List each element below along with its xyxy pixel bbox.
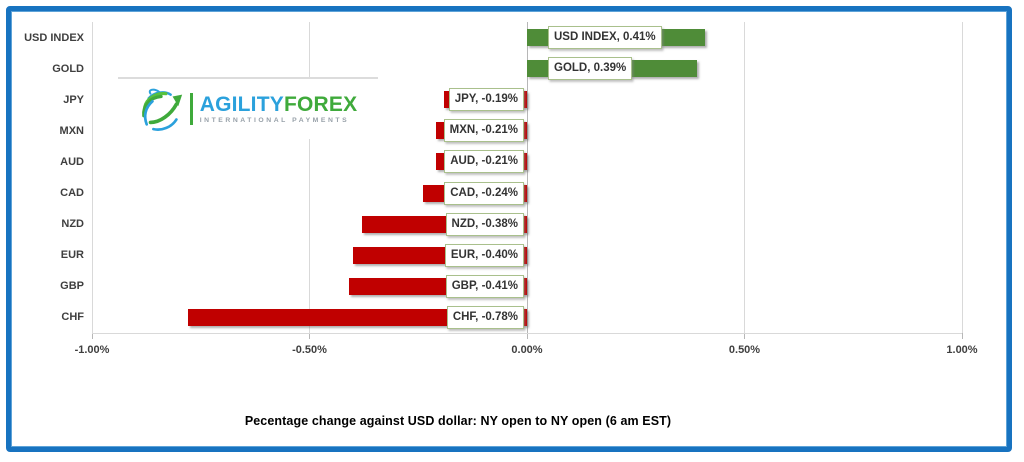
agilityforex-logo: AGILITYFOREX INTERNATIONAL PAYMENTS [118, 77, 378, 139]
axis-tick-mark [309, 333, 310, 339]
chart-border-frame [6, 6, 1012, 452]
category-label: MXN [59, 124, 84, 137]
logo-text: AGILITYFOREX INTERNATIONAL PAYMENTS [200, 94, 358, 124]
axis-tick-mark [961, 333, 963, 339]
category-label: CAD [60, 187, 84, 200]
data-label-gbp: GBP, -0.41% [445, 274, 524, 298]
data-label-mxn: MXN, -0.21% [443, 119, 524, 143]
logo-word-forex: FOREX [283, 93, 358, 116]
axis-tick-mark [91, 333, 93, 339]
category-label: CHF [61, 311, 84, 324]
vertical-gridline [309, 22, 310, 333]
vertical-gridline [744, 22, 745, 333]
data-label-aud: AUD, -0.21% [444, 150, 524, 174]
data-label-gold: GOLD, 0.39% [548, 57, 633, 81]
x-tick-label: 1.00% [946, 344, 978, 356]
x-tick-label: 0.00% [511, 344, 543, 356]
logo-separator [189, 93, 193, 125]
globe-swirl-icon [141, 88, 182, 131]
data-label-eur: EUR, -0.40% [444, 243, 524, 267]
vertical-gridline [91, 22, 93, 333]
category-label: GBP [60, 280, 84, 293]
data-label-cad: CAD, -0.24% [444, 181, 524, 205]
axis-title: Pecentage change against USD dollar: NY … [244, 414, 672, 428]
x-tick-label: 0.50% [728, 344, 761, 356]
x-tick-label: -1.00% [74, 344, 110, 356]
logo-wordmark: AGILITYFOREX [200, 94, 358, 115]
vertical-gridline [961, 22, 963, 333]
x-tick-label: -0.50% [292, 344, 327, 356]
data-label-jpy: JPY, -0.19% [448, 88, 524, 112]
data-label-nzd: NZD, -0.38% [445, 212, 524, 236]
category-label: EUR [60, 249, 84, 262]
axis-tick-mark [526, 333, 528, 339]
axis-tick-mark [744, 333, 745, 339]
logo-word-agility: AGILITY [199, 93, 284, 116]
data-label-usd-index: USD INDEX, 0.41% [548, 26, 662, 50]
zero-axis-line [526, 22, 528, 333]
category-label: GOLD [52, 62, 84, 75]
x-axis-line [92, 333, 962, 334]
category-label: AUD [60, 155, 84, 168]
logo-tagline: INTERNATIONAL PAYMENTS [199, 117, 350, 124]
negative-bar-chf [187, 308, 527, 326]
category-label: NZD [61, 218, 84, 231]
data-label-chf: CHF, -0.78% [446, 305, 524, 329]
category-label: USD INDEX [24, 31, 84, 44]
category-label: JPY [63, 93, 84, 106]
